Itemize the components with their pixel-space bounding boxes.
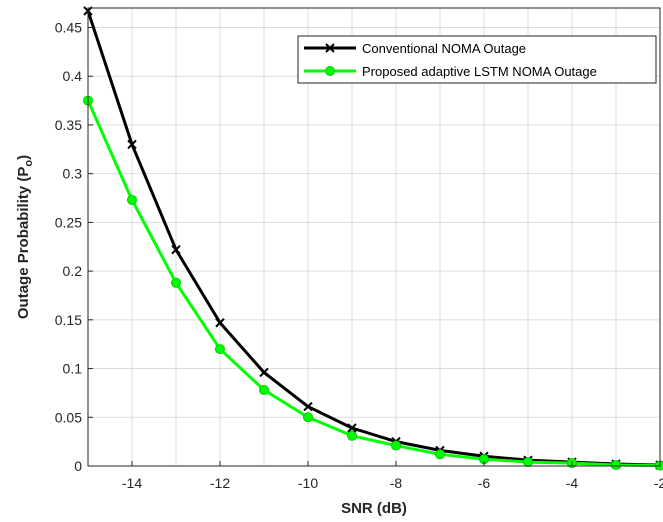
- y-axis-label: Outage Probability (Po): [15, 155, 35, 319]
- data-point: [259, 384, 269, 395]
- x-tick-label: -2: [654, 475, 663, 491]
- y-tick-label: 0.25: [55, 214, 82, 230]
- y-tick-label: 0.3: [63, 166, 83, 182]
- data-point: [303, 412, 313, 423]
- x-axis-label: SNR (dB): [341, 500, 407, 517]
- series-2: [83, 95, 663, 471]
- x-tick-label: -10: [298, 475, 318, 491]
- x-tick-label: -12: [210, 475, 230, 491]
- x-tick-label: -6: [478, 475, 491, 491]
- y-axis-label-suffix: ): [15, 155, 32, 160]
- data-point: [523, 457, 533, 468]
- ticks: -14 -12 -10 -8 -6 -4 -2 0 0.05 0.1 0.15 0.2 0.25 0.3 0…: [55, 19, 663, 491]
- y-tick-label: 0.2: [63, 263, 83, 279]
- y-tick-label: 0.15: [55, 312, 82, 328]
- y-tick-label: 0.35: [55, 117, 82, 133]
- legend-entry-2: Proposed adaptive LSTM NOMA Outage: [304, 64, 597, 79]
- legend-box: [297, 35, 657, 84]
- x-tick-label: -14: [122, 475, 142, 491]
- legend: Conventional NOMA Outage Proposed adaptiv…: [297, 35, 657, 84]
- legend-label: Conventional NOMA Outage: [362, 41, 526, 56]
- legend-entry-1: Conventional NOMA Outage: [304, 41, 526, 56]
- plot-area: [88, 8, 660, 466]
- data-point: [435, 449, 445, 460]
- data-point: [259, 367, 269, 378]
- x-tick-label: -8: [390, 475, 403, 491]
- data-point: [611, 460, 621, 471]
- data-point: [303, 401, 313, 412]
- data-point: [347, 430, 357, 441]
- series-line: [86, 99, 661, 468]
- legend-marker: [325, 43, 335, 53]
- y-tick-label: 0.45: [55, 19, 82, 35]
- data-point: [215, 344, 225, 355]
- data-point: [215, 318, 225, 328]
- data-point: [391, 440, 401, 451]
- y-axis-label-subscript: o: [23, 160, 35, 167]
- y-tick-label: 0: [74, 458, 82, 474]
- data-point: [127, 194, 137, 205]
- y-axis-label-main: Outage Probability (P: [15, 167, 32, 320]
- y-tick-label: 0.4: [63, 68, 83, 84]
- plot-frame: [87, 7, 661, 467]
- legend-label: Proposed adaptive LSTM NOMA Outage: [362, 64, 597, 79]
- y-tick-label: 0.05: [55, 409, 82, 425]
- data-point: [171, 244, 181, 255]
- y-tick-label: 0.1: [63, 361, 83, 377]
- legend-marker: [325, 66, 335, 76]
- series-layer: [83, 6, 663, 471]
- data-point: [127, 139, 137, 150]
- x-tick-label: -4: [566, 475, 579, 491]
- data-point: [171, 277, 181, 288]
- data-point: [347, 423, 357, 433]
